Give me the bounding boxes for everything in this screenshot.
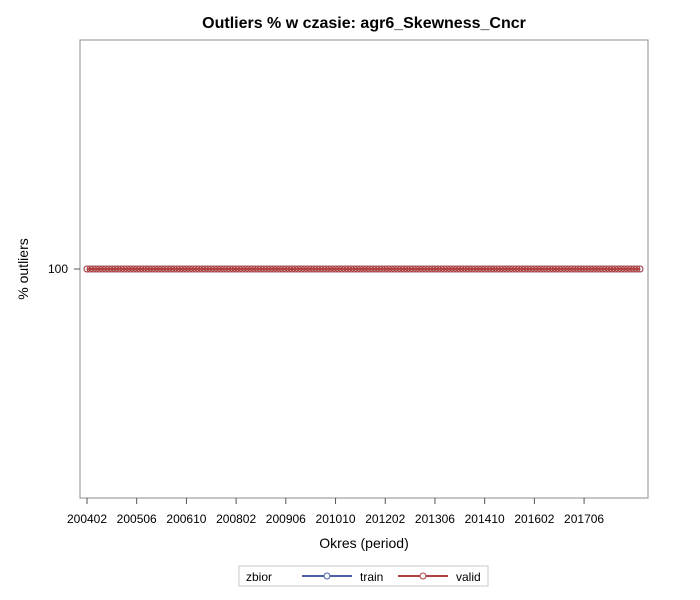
x-tick-label: 201202 (365, 512, 405, 526)
legend-label: train (360, 570, 383, 584)
x-tick-label: 201306 (415, 512, 455, 526)
chart-title: Outliers % w czasie: agr6_Skewness_Cncr (202, 15, 526, 32)
legend-title: zbior (246, 570, 272, 584)
legend-frame (238, 565, 489, 587)
x-axis: 200402 200506 200610 200802 200906 201010 2012… (67, 498, 604, 526)
legend-item-valid: valid (398, 570, 481, 584)
x-tick-label: 201410 (465, 512, 505, 526)
legend-swatch-marker (323, 572, 331, 580)
x-tick-label: 200402 (67, 512, 107, 526)
y-tick-label: 100 (48, 262, 68, 276)
legend-items: train valid (302, 570, 481, 584)
x-axis-label: Okres (period) (319, 535, 408, 551)
series-layer (83, 265, 644, 273)
x-tick-label: 200802 (216, 512, 256, 526)
x-tick-label: 201010 (316, 512, 356, 526)
legend-label: valid (456, 570, 481, 584)
x-tick-label: 200610 (166, 512, 206, 526)
legend: zbior train valid (238, 565, 489, 587)
x-tick-label: 200506 (117, 512, 157, 526)
y-axis: 100 (48, 262, 80, 276)
y-axis-label: % outliers (15, 238, 31, 299)
legend-item-train: train (302, 570, 383, 584)
x-tick-label: 200906 (266, 512, 306, 526)
x-tick-label: 201602 (514, 512, 554, 526)
data-point-valid (636, 265, 644, 273)
series-valid (83, 265, 644, 273)
legend-swatch-marker (419, 572, 427, 580)
data-point-valid (633, 265, 641, 273)
x-tick-label: 201706 (564, 512, 604, 526)
